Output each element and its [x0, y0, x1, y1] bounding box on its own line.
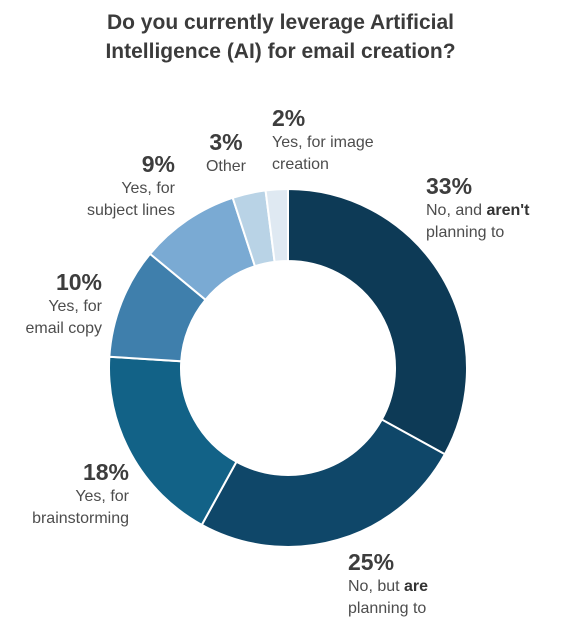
slice-text-2-line1: Yes, for image: [272, 134, 374, 151]
donut-slice-25: [200, 418, 447, 548]
slice-text-3-line1: Other: [205, 158, 246, 175]
slice-label-18: 18% Yes, for brainstorming: [32, 458, 129, 530]
slice-text-33-line2: planning to: [426, 224, 505, 241]
chart-title-line-1: Do you currently leverage Artificial: [106, 11, 454, 34]
slice-percent-25: 25%: [348, 549, 395, 575]
slice-text-18-line2: brainstorming: [32, 510, 129, 527]
slice-text-18-line1: Yes, for: [75, 488, 129, 505]
donut-slice-2: [264, 187, 289, 263]
chart-title-line-2: Intelligence (AI) for email creation?: [105, 40, 456, 63]
slice-label-25: 25% No, but are planning to: [348, 548, 428, 620]
slice-text-9-line2: subject lines: [86, 202, 175, 219]
slice-percent-3: 3%: [209, 129, 243, 155]
slice-text-25-line2: planning to: [348, 600, 427, 617]
slice-label-33: 33% No, and aren't planning to: [426, 172, 529, 244]
slice-text-10-line1: Yes, for: [48, 298, 102, 315]
slice-text-33-pre: No, and: [426, 202, 487, 219]
slice-text-33-bold: aren't: [486, 202, 530, 219]
slice-percent-33: 33%: [426, 173, 473, 199]
slice-text-25-bold: are: [404, 578, 429, 595]
slice-label-10: 10% Yes, for email copy: [26, 268, 102, 340]
slice-label-3: 3% Other: [198, 128, 254, 178]
slice-percent-2: 2%: [272, 105, 306, 131]
slice-percent-9: 9%: [141, 151, 175, 177]
slice-text-9-line1: Yes, for: [121, 180, 175, 197]
donut-slice-33: [287, 187, 468, 456]
slice-text-2-line2: creation: [272, 156, 329, 173]
slice-text-10-line2: email copy: [25, 320, 102, 337]
slice-percent-18: 18%: [82, 459, 129, 485]
slice-text-25-pre: No, but: [348, 578, 405, 595]
chart-title: Do you currently leverage Artificial Int…: [0, 8, 561, 66]
slice-label-2: 2% Yes, for image creation: [272, 104, 374, 176]
slice-label-9: 9% Yes, for subject lines: [87, 150, 175, 222]
slice-percent-10: 10%: [55, 269, 102, 295]
